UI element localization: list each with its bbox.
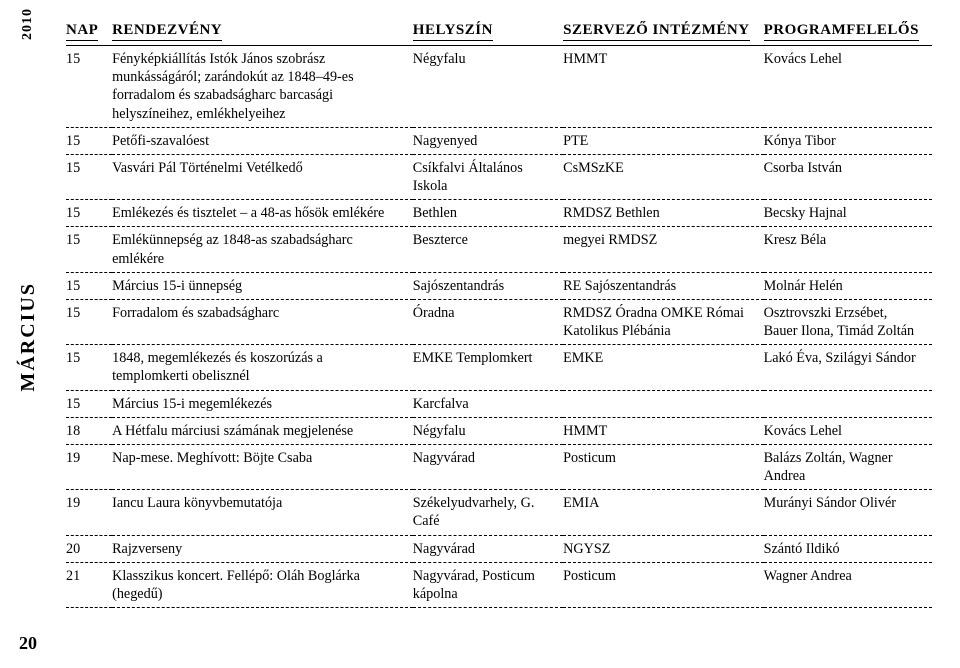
cell-hely: Csíkfalvi Általános Iskola bbox=[413, 154, 563, 199]
cell-szerv: CsMSzKE bbox=[563, 154, 763, 199]
cell-nap: 15 bbox=[66, 272, 112, 299]
table-row: 20RajzversenyNagyváradNGYSZSzántó Ildikó bbox=[66, 535, 932, 562]
side-month: MÁRCIUS bbox=[17, 282, 40, 392]
cell-szerv: RMDSZ Óradna OMKE Római Katolikus Plébán… bbox=[563, 299, 763, 344]
cell-hely: Nagyenyed bbox=[413, 127, 563, 154]
cell-hely: Sajószentandrás bbox=[413, 272, 563, 299]
cell-hely: Bethlen bbox=[413, 200, 563, 227]
table-row: 15Forradalom és szabadságharcÓradnaRMDSZ… bbox=[66, 299, 932, 344]
cell-prog: Murányi Sándor Olivér bbox=[764, 490, 932, 535]
table-row: 18A Hétfalu márciusi számának megjelenés… bbox=[66, 417, 932, 444]
cell-szerv: PTE bbox=[563, 127, 763, 154]
cell-prog: Szántó Ildikó bbox=[764, 535, 932, 562]
cell-szerv: RE Sajószentandrás bbox=[563, 272, 763, 299]
cell-nap: 18 bbox=[66, 417, 112, 444]
cell-rend: Nap-mese. Meghívott: Böjte Csaba bbox=[112, 444, 413, 489]
events-table: NAP RENDEZVÉNY HELYSZÍN SZERVEZŐ INTÉZMÉ… bbox=[66, 18, 932, 608]
cell-szerv: HMMT bbox=[563, 46, 763, 128]
cell-prog: Osztrovszki Erzsébet, Bauer Ilona, Timád… bbox=[764, 299, 932, 344]
table-row: 15Emlékünnepség az 1848-as szabadságharc… bbox=[66, 227, 932, 272]
cell-prog: Becsky Hajnal bbox=[764, 200, 932, 227]
cell-szerv: RMDSZ Bethlen bbox=[563, 200, 763, 227]
cell-szerv bbox=[563, 390, 763, 417]
table-row: 21Klasszikus koncert. Fellépő: Oláh Bogl… bbox=[66, 562, 932, 607]
cell-rend: Petőfi-szavalóest bbox=[112, 127, 413, 154]
table-row: 15Fényképkiállítás Istók János szobrász … bbox=[66, 46, 932, 128]
cell-rend: Forradalom és szabadságharc bbox=[112, 299, 413, 344]
cell-hely: Nagyvárad bbox=[413, 444, 563, 489]
page-number: 20 bbox=[19, 633, 37, 654]
cell-szerv: NGYSZ bbox=[563, 535, 763, 562]
cell-prog: Wagner Andrea bbox=[764, 562, 932, 607]
cell-hely: Óradna bbox=[413, 299, 563, 344]
cell-hely: Beszterce bbox=[413, 227, 563, 272]
cell-hely: Nagyvárad bbox=[413, 535, 563, 562]
cell-rend: Március 15-i megemlékezés bbox=[112, 390, 413, 417]
side-year: 2010 bbox=[20, 8, 36, 40]
table-row: 15Március 15-i megemlékezésKarcfalva bbox=[66, 390, 932, 417]
cell-prog: Lakó Éva, Szilágyi Sándor bbox=[764, 345, 932, 390]
cell-rend: Fényképkiállítás Istók János szobrász mu… bbox=[112, 46, 413, 128]
col-programfelelos: PROGRAMFELELŐS bbox=[764, 18, 932, 46]
cell-nap: 15 bbox=[66, 154, 112, 199]
cell-rend: Rajzverseny bbox=[112, 535, 413, 562]
cell-rend: Klasszikus koncert. Fellépő: Oláh Boglár… bbox=[112, 562, 413, 607]
col-rendezveny: RENDEZVÉNY bbox=[112, 18, 413, 46]
cell-prog: Kresz Béla bbox=[764, 227, 932, 272]
cell-prog: Csorba István bbox=[764, 154, 932, 199]
cell-szerv: Posticum bbox=[563, 562, 763, 607]
table-row: 19Iancu Laura könyvbemutatójaSzékelyudva… bbox=[66, 490, 932, 535]
cell-rend: Iancu Laura könyvbemutatója bbox=[112, 490, 413, 535]
cell-nap: 21 bbox=[66, 562, 112, 607]
cell-hely: EMKE Templomkert bbox=[413, 345, 563, 390]
cell-nap: 19 bbox=[66, 490, 112, 535]
table-row: 15Emlékezés és tisztelet – a 48-as hősök… bbox=[66, 200, 932, 227]
cell-szerv: EMIA bbox=[563, 490, 763, 535]
cell-szerv: megyei RMDSZ bbox=[563, 227, 763, 272]
side-label: 2010 MÁRCIUS 20 bbox=[6, 0, 50, 668]
cell-prog: Kovács Lehel bbox=[764, 417, 932, 444]
cell-prog: Kovács Lehel bbox=[764, 46, 932, 128]
cell-rend: 1848, megemlékezés és koszorúzás a templ… bbox=[112, 345, 413, 390]
cell-hely: Székelyudvarhely, G. Café bbox=[413, 490, 563, 535]
cell-nap: 15 bbox=[66, 227, 112, 272]
table-row: 15Vasvári Pál Történelmi VetélkedőCsíkfa… bbox=[66, 154, 932, 199]
cell-nap: 15 bbox=[66, 127, 112, 154]
cell-nap: 15 bbox=[66, 390, 112, 417]
page: 2010 MÁRCIUS 20 NAP RENDEZVÉNY HELYSZÍN … bbox=[0, 0, 960, 668]
cell-hely: Négyfalu bbox=[413, 46, 563, 128]
cell-prog bbox=[764, 390, 932, 417]
table-body: 15Fényképkiállítás Istók János szobrász … bbox=[66, 46, 932, 608]
cell-nap: 15 bbox=[66, 200, 112, 227]
cell-rend: Emlékezés és tisztelet – a 48-as hősök e… bbox=[112, 200, 413, 227]
table-row: 19Nap-mese. Meghívott: Böjte CsabaNagyvá… bbox=[66, 444, 932, 489]
cell-nap: 15 bbox=[66, 299, 112, 344]
cell-prog: Balázs Zoltán, Wagner Andrea bbox=[764, 444, 932, 489]
cell-szerv: Posticum bbox=[563, 444, 763, 489]
cell-hely: Karcfalva bbox=[413, 390, 563, 417]
cell-szerv: HMMT bbox=[563, 417, 763, 444]
table-row: 151848, megemlékezés és koszorúzás a tem… bbox=[66, 345, 932, 390]
table-header: NAP RENDEZVÉNY HELYSZÍN SZERVEZŐ INTÉZMÉ… bbox=[66, 18, 932, 46]
cell-szerv: EMKE bbox=[563, 345, 763, 390]
cell-rend: A Hétfalu márciusi számának megjelenése bbox=[112, 417, 413, 444]
cell-rend: Emlékünnepség az 1848-as szabadságharc e… bbox=[112, 227, 413, 272]
col-nap: NAP bbox=[66, 18, 112, 46]
cell-rend: Március 15-i ünnepség bbox=[112, 272, 413, 299]
col-szervezo: SZERVEZŐ INTÉZMÉNY bbox=[563, 18, 763, 46]
cell-nap: 20 bbox=[66, 535, 112, 562]
cell-rend: Vasvári Pál Történelmi Vetélkedő bbox=[112, 154, 413, 199]
col-helyszin: HELYSZÍN bbox=[413, 18, 563, 46]
cell-hely: Nagyvárad, Posticum kápolna bbox=[413, 562, 563, 607]
cell-prog: Molnár Helén bbox=[764, 272, 932, 299]
cell-nap: 15 bbox=[66, 345, 112, 390]
table-row: 15Petőfi-szavalóestNagyenyedPTEKónya Tib… bbox=[66, 127, 932, 154]
cell-hely: Négyfalu bbox=[413, 417, 563, 444]
cell-nap: 15 bbox=[66, 46, 112, 128]
cell-prog: Kónya Tibor bbox=[764, 127, 932, 154]
table-row: 15Március 15-i ünnepségSajószentandrásRE… bbox=[66, 272, 932, 299]
cell-nap: 19 bbox=[66, 444, 112, 489]
